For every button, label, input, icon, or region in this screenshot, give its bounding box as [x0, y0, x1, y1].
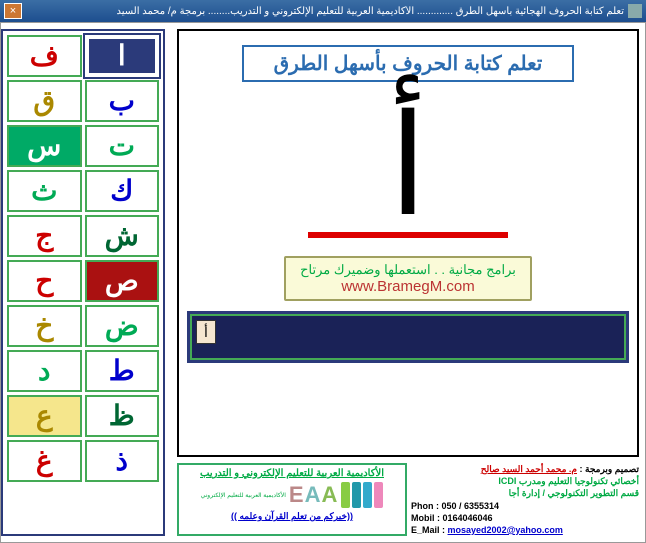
letter-cell-ث[interactable]: ث	[7, 170, 82, 212]
promo-text: برامج مجانية . . استعملها وضميرك مرتاح	[300, 262, 516, 278]
letter-cell-ب[interactable]: ب	[85, 80, 160, 122]
logo-bar	[374, 482, 383, 508]
letter-cell-ص[interactable]: ص	[85, 260, 160, 302]
letter-cell-ف[interactable]: ف	[7, 35, 82, 77]
letter-cell-ذ[interactable]: ذ	[85, 440, 160, 482]
phone: Phon : 050 / 6355314	[411, 500, 639, 512]
org-logo: EAA الأكاديمية العربية للتعليم الإلكترون…	[182, 482, 402, 508]
main-area: تعلم كتابة الحروف بأسهل الطرق أ برامج مج…	[0, 22, 646, 543]
org-slogan: ((خيركم من تعلم القرآن وعلمه ))	[182, 511, 402, 522]
author-role-2: قسم التطوير التكنولوجي / إدارة أجا	[411, 487, 639, 499]
letter-cell-ق[interactable]: ق	[7, 80, 82, 122]
baseline	[308, 232, 508, 238]
left-panel: تعلم كتابة الحروف بأسهل الطرق أ برامج مج…	[171, 23, 645, 542]
app-icon	[628, 4, 642, 18]
current-letter-display: أ	[389, 98, 428, 238]
org-name[interactable]: الأكاديمية العربية للتعليم الإلكتروني و …	[182, 468, 402, 479]
letter-cell-ك[interactable]: ك	[85, 170, 160, 212]
promo-url[interactable]: www.BramegM.com	[300, 278, 516, 295]
letter-cell-ظ[interactable]: ظ	[85, 395, 160, 437]
author-role-1: أخصائي تكنولوجيا التعليم ومدرب ICDI	[411, 475, 639, 487]
author-name: م. محمد أحمد السيد صالح	[481, 464, 577, 474]
window-title: تعلم كتابة الحروف الهجائية بأسهل الطرق .…	[22, 6, 624, 17]
logo-bar	[341, 482, 350, 508]
mini-letter[interactable]: أ	[196, 320, 216, 344]
letter-cell-ط[interactable]: ط	[85, 350, 160, 392]
logo-bar	[352, 482, 361, 508]
window-titlebar: تعلم كتابة الحروف الهجائية بأسهل الطرق .…	[0, 0, 646, 22]
letter-cell-ت[interactable]: ت	[85, 125, 160, 167]
org-box: الأكاديمية العربية للتعليم الإلكتروني و …	[177, 463, 407, 536]
footer: تصميم وبرمجة : م. محمد أحمد السيد صالح أ…	[177, 463, 639, 536]
mobile: Mobil : 0164046046	[411, 512, 639, 524]
letter-cell-ع[interactable]: ع	[7, 395, 82, 437]
lesson-canvas: تعلم كتابة الحروف بأسهل الطرق أ برامج مج…	[177, 29, 639, 457]
letter-cell-خ[interactable]: خ	[7, 305, 82, 347]
promo-box: برامج مجانية . . استعملها وضميرك مرتاح w…	[284, 256, 532, 301]
letter-cell-ش[interactable]: ش	[85, 215, 160, 257]
lesson-title: تعلم كتابة الحروف بأسهل الطرق	[242, 45, 575, 82]
letter-cell-س[interactable]: س	[7, 125, 82, 167]
credits-box: تصميم وبرمجة : م. محمد أحمد السيد صالح أ…	[411, 463, 639, 536]
credits-heading: تصميم وبرمجة :	[580, 464, 640, 474]
logo-bar	[363, 482, 372, 508]
letter-cell-ا[interactable]: ا	[85, 35, 160, 77]
letter-cell-ج[interactable]: ج	[7, 215, 82, 257]
email-link[interactable]: mosayed2002@yahoo.com	[448, 525, 563, 535]
letter-palette: افبقتسكثشجصحضخطدظعذغ	[1, 29, 165, 536]
logo-text: EAA	[289, 482, 338, 508]
letter-cell-د[interactable]: د	[7, 350, 82, 392]
letter-preview-strip: أ	[187, 311, 629, 363]
logo-subtitle: الأكاديمية العربية للتعليم الإلكتروني	[201, 492, 286, 499]
letter-cell-ض[interactable]: ض	[85, 305, 160, 347]
letter-cell-ح[interactable]: ح	[7, 260, 82, 302]
email-label: E_Mail :	[411, 525, 445, 535]
close-button[interactable]: ×	[4, 3, 22, 19]
letter-cell-غ[interactable]: غ	[7, 440, 82, 482]
